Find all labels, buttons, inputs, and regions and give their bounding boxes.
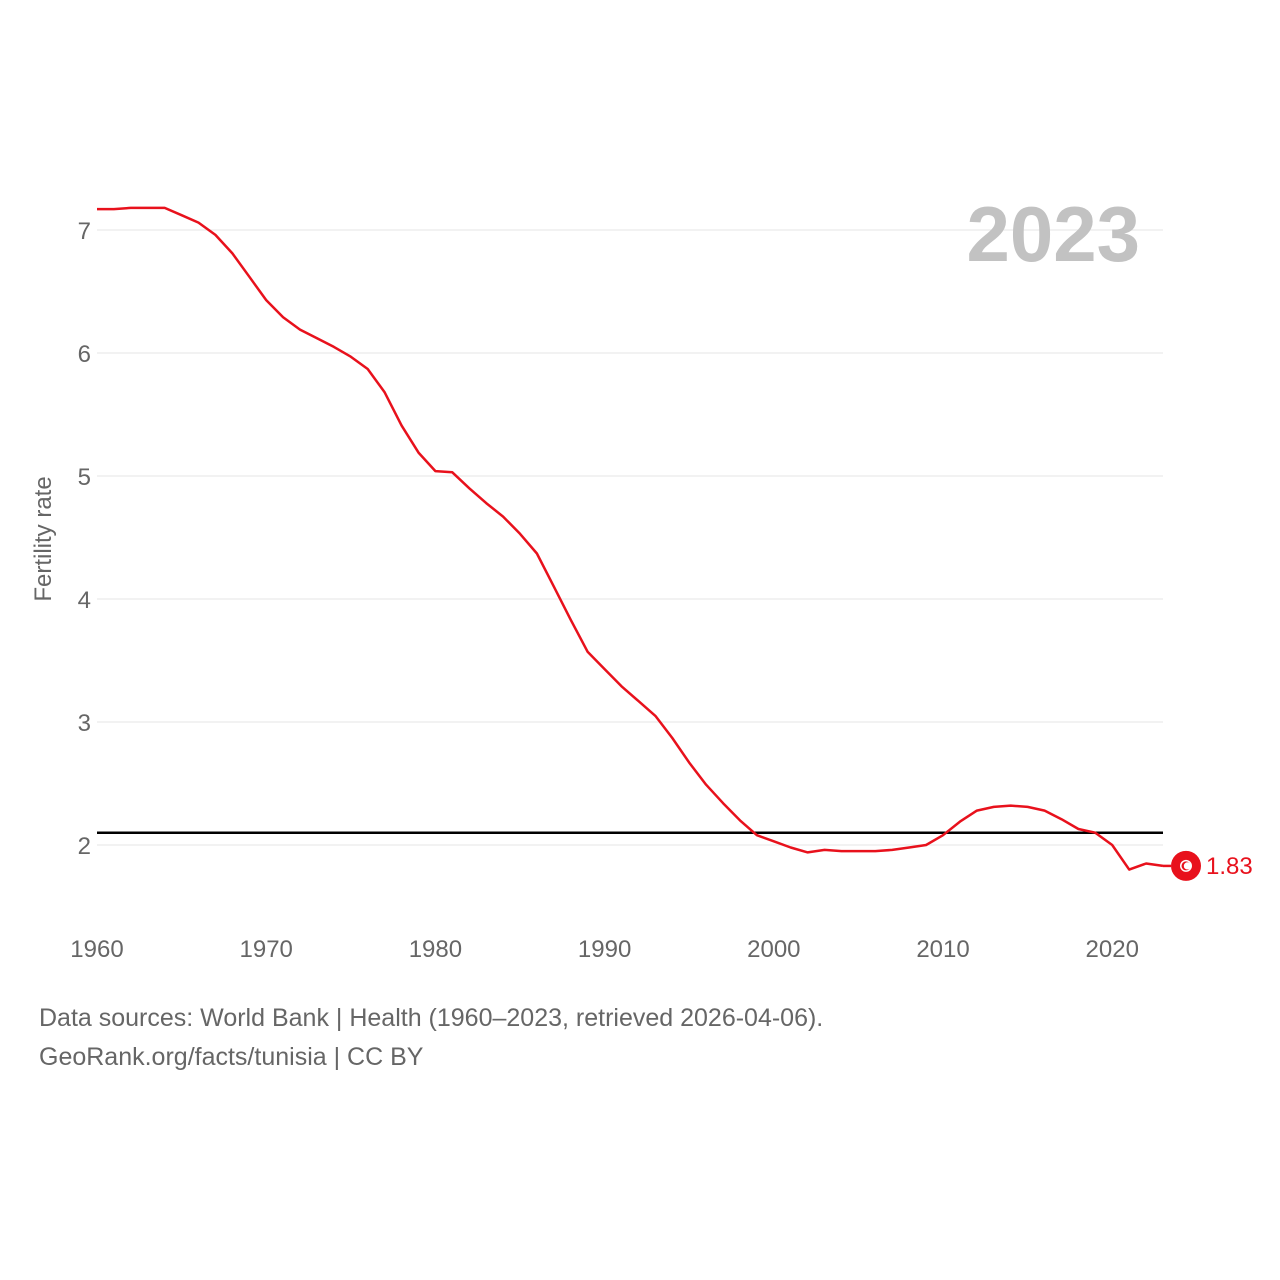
x-tick-label: 1960 [70, 936, 123, 963]
y-tick-label: 6 [78, 341, 91, 368]
y-tick-label: 2 [78, 833, 91, 860]
year-label: 2023 [966, 190, 1140, 278]
y-tick-label: 7 [78, 218, 91, 245]
y-axis-ticks: 2 3 4 5 6 7 [78, 218, 91, 860]
series-line-tunisia [97, 206, 1164, 871]
tunisia-flag-icon [1171, 850, 1201, 881]
x-tick-label: 2000 [747, 936, 800, 963]
x-tick-label: 1970 [240, 936, 293, 963]
x-tick-label: 1980 [409, 936, 462, 963]
x-tick-label: 1990 [578, 936, 631, 963]
y-axis-label: Fertility rate [30, 476, 57, 601]
y-tick-label: 5 [78, 464, 91, 491]
data-sources-note: Data sources: World Bank | Health (1960–… [39, 1004, 824, 1032]
x-axis-ticks: 1960 1970 1980 1990 2000 2010 2020 [70, 936, 1139, 963]
x-tick-label: 2010 [916, 936, 969, 963]
grid-lines [97, 229, 1163, 846]
y-tick-label: 3 [78, 710, 91, 737]
end-value-label: 1.83 [1206, 853, 1253, 880]
x-tick-label: 2020 [1086, 936, 1139, 963]
credit-link[interactable]: GeoRank.org/facts/tunisia | CC BY [39, 1043, 424, 1071]
y-tick-label: 4 [78, 587, 91, 614]
